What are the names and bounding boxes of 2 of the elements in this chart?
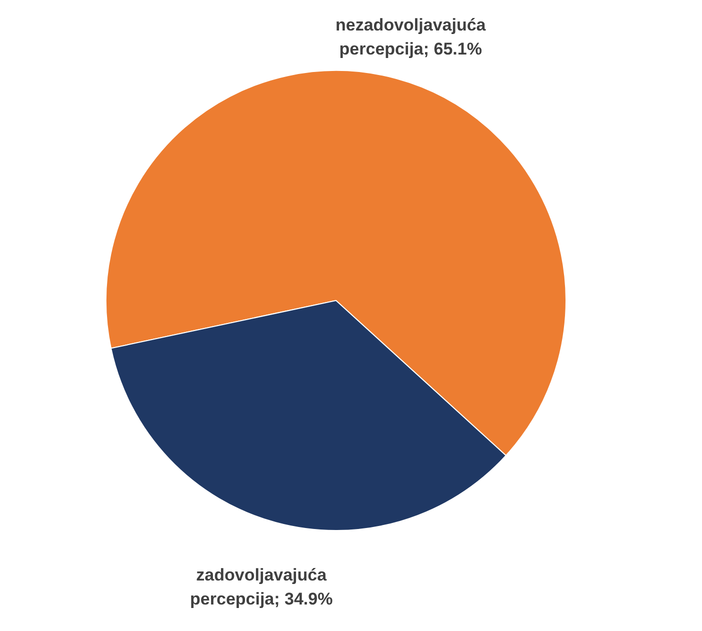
slice-label: nezadovoljavajuća percepcija; 65.1%	[336, 15, 486, 58]
slice-label: zadovoljavajuća percepcija; 34.9%	[190, 566, 333, 609]
